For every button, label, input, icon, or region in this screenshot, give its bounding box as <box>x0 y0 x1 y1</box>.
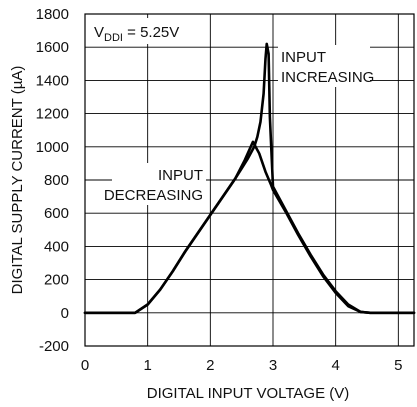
series-group <box>83 42 416 315</box>
y-tick-label: 200 <box>44 272 69 289</box>
y-tick-label: 0 <box>61 305 69 322</box>
condition-prefix: V <box>94 24 104 41</box>
x-tick-label: 4 <box>331 357 339 374</box>
annotation-backgrounds <box>92 18 370 205</box>
y-tick-label: 1000 <box>36 139 69 156</box>
x-tick-label: 5 <box>394 357 402 374</box>
y-tick-label: -200 <box>39 338 69 355</box>
y-axis-label: DIGITAL SUPPLY CURRENT (µA) <box>9 66 26 295</box>
annotation-increasing-line1: INPUT <box>281 49 326 66</box>
y-tick-label: 1400 <box>36 72 69 89</box>
condition-label-bg <box>92 18 202 44</box>
annotation-increasing-line2: INCREASING <box>281 69 374 86</box>
y-tick-label: 600 <box>44 205 69 222</box>
condition-subscript: DDI <box>104 32 123 44</box>
annotation-decreasing-bg <box>112 163 206 205</box>
series-line-1 <box>83 140 416 315</box>
condition-label: VDDI = 5.25V <box>94 24 179 44</box>
x-tick-label: 2 <box>206 357 214 374</box>
y-tick-labels: -200 0 200 400 600 800 1000 1200 1400 1600 1800 <box>36 6 69 355</box>
x-axis-label: DIGITAL INPUT VOLTAGE (V) <box>147 385 350 402</box>
y-tick-label: 800 <box>44 172 69 189</box>
annotation-increasing-bg <box>278 45 370 87</box>
y-tick-label: 1800 <box>36 6 69 23</box>
x-tick-label: 1 <box>143 357 151 374</box>
y-tick-label: 400 <box>44 238 69 255</box>
x-tick-label: 3 <box>269 357 277 374</box>
x-tick-labels: 0 1 2 3 4 5 <box>81 357 403 374</box>
condition-suffix: = 5.25V <box>123 24 179 41</box>
grid-lines <box>84 13 414 347</box>
x-tick-label: 0 <box>81 357 89 374</box>
annotation-decreasing-line2: DECREASING <box>104 187 203 204</box>
y-tick-label: 1200 <box>36 106 69 123</box>
y-tick-label: 1600 <box>36 39 69 56</box>
annotation-decreasing-line1: INPUT <box>158 167 203 184</box>
plot-frame <box>84 13 415 347</box>
